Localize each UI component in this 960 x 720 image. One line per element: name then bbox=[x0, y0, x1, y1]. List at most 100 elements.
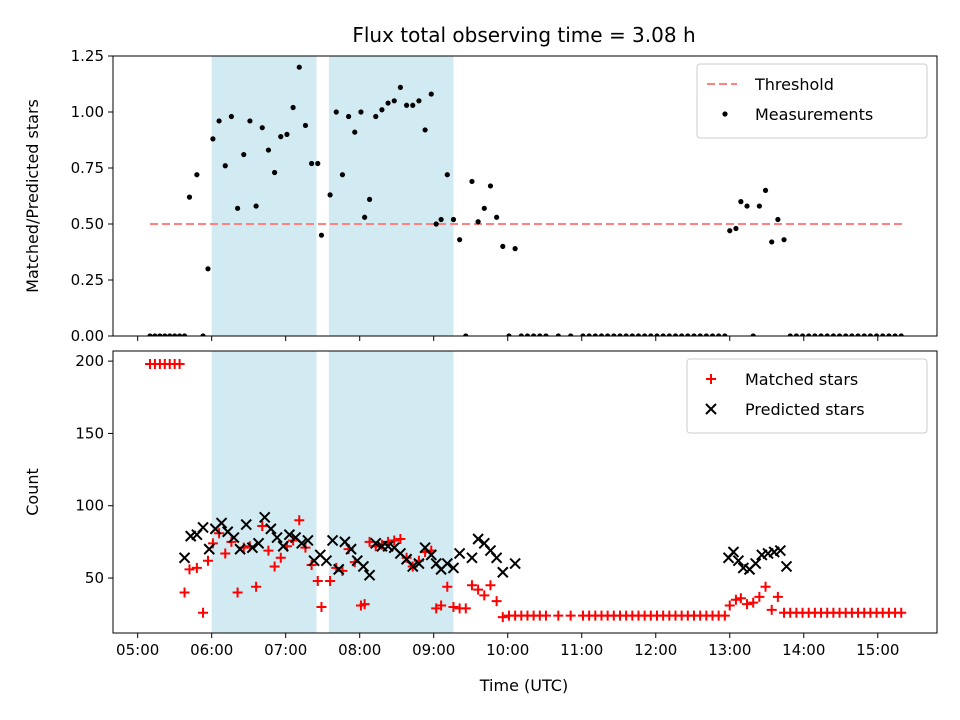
legend-box bbox=[686, 358, 928, 434]
data-point bbox=[220, 548, 231, 559]
data-point bbox=[203, 543, 215, 555]
data-point bbox=[252, 537, 265, 550]
data-point bbox=[580, 333, 586, 336]
data-point bbox=[316, 601, 327, 612]
data-point bbox=[425, 549, 437, 561]
y-tick-label: 200 bbox=[75, 352, 104, 370]
x-tick-label: 13:00 bbox=[708, 641, 751, 659]
data-point bbox=[491, 596, 502, 607]
plot-area bbox=[147, 64, 904, 336]
panel-count: 50 100 150 200 05:00 06:00 07:00 08:00 09:00 10:0… bbox=[23, 350, 938, 659]
data-point bbox=[385, 100, 391, 106]
data-point bbox=[215, 517, 228, 529]
data-point bbox=[339, 172, 346, 178]
plot-area bbox=[145, 359, 907, 623]
legend: Matched stars Predicted stars bbox=[686, 358, 928, 434]
x-tick-label: 11:00 bbox=[560, 641, 603, 659]
data-point bbox=[265, 147, 272, 153]
data-point bbox=[362, 214, 368, 220]
data-point bbox=[892, 333, 898, 336]
data-point bbox=[147, 333, 153, 336]
data-point bbox=[781, 237, 787, 243]
y-tick-label: 0.50 bbox=[71, 215, 104, 233]
data-point bbox=[623, 333, 629, 336]
data-point bbox=[205, 266, 211, 272]
y-tick-label: 0.75 bbox=[71, 159, 104, 177]
data-point bbox=[861, 333, 867, 336]
data-point bbox=[749, 557, 762, 570]
data-point bbox=[251, 581, 262, 592]
data-point bbox=[391, 98, 397, 104]
data-point bbox=[172, 333, 178, 336]
data-point bbox=[774, 544, 787, 557]
data-point bbox=[253, 203, 259, 209]
data-point bbox=[448, 601, 459, 612]
data-point bbox=[294, 515, 305, 526]
data-point bbox=[202, 555, 213, 566]
data-point bbox=[416, 98, 422, 104]
data-point bbox=[744, 203, 750, 209]
data-point bbox=[278, 134, 284, 140]
data-point bbox=[775, 216, 781, 223]
data-point bbox=[181, 333, 188, 336]
data-point bbox=[733, 225, 739, 232]
data-point bbox=[793, 333, 799, 336]
data-point bbox=[481, 205, 487, 211]
data-point bbox=[428, 91, 434, 97]
data-point bbox=[403, 102, 410, 108]
data-point bbox=[730, 594, 741, 605]
data-point bbox=[518, 333, 524, 336]
data-point bbox=[453, 547, 466, 560]
x-tick-label: 06:00 bbox=[190, 641, 233, 659]
data-point bbox=[553, 610, 564, 621]
data-point bbox=[296, 537, 308, 550]
data-point bbox=[769, 239, 775, 245]
x-tick-label: 14:00 bbox=[782, 641, 825, 659]
data-point bbox=[568, 333, 574, 336]
data-point bbox=[247, 118, 253, 124]
data-point bbox=[531, 333, 537, 336]
legend-x-marker bbox=[705, 403, 717, 415]
data-point bbox=[787, 333, 793, 336]
data-point bbox=[186, 194, 193, 200]
y-tick-label: 0.00 bbox=[71, 327, 104, 345]
data-point bbox=[234, 543, 246, 555]
data-point bbox=[277, 540, 289, 552]
legend: Threshold Measurements bbox=[696, 63, 928, 139]
data-point bbox=[742, 599, 753, 610]
data-point bbox=[750, 333, 756, 336]
data-point bbox=[660, 333, 666, 336]
y-axis-label: Count bbox=[23, 468, 42, 516]
data-point bbox=[436, 600, 447, 611]
data-point bbox=[760, 581, 771, 592]
data-point bbox=[849, 333, 855, 336]
data-point bbox=[867, 333, 873, 336]
data-point bbox=[469, 178, 475, 185]
x-tick-label: 10:00 bbox=[486, 641, 529, 659]
chart-title: Flux total observing time = 3.08 h bbox=[352, 23, 695, 47]
data-point bbox=[410, 102, 416, 108]
legend-label: Predicted stars bbox=[745, 400, 865, 419]
data-point bbox=[241, 151, 247, 158]
data-point bbox=[315, 160, 321, 167]
data-point bbox=[357, 560, 370, 573]
data-point bbox=[709, 333, 716, 336]
data-point bbox=[898, 333, 904, 336]
data-point bbox=[748, 597, 759, 608]
series-predicted-stars bbox=[178, 511, 793, 581]
data-point bbox=[475, 219, 481, 225]
data-point bbox=[722, 333, 728, 336]
y-tick-label: 1.00 bbox=[71, 103, 104, 121]
observing-interval bbox=[211, 56, 317, 336]
data-point bbox=[226, 536, 237, 547]
data-point bbox=[490, 552, 503, 564]
data-point bbox=[333, 563, 345, 576]
data-point bbox=[174, 359, 185, 370]
data-point bbox=[460, 603, 471, 614]
data-point bbox=[555, 333, 561, 336]
data-point bbox=[263, 545, 274, 556]
axes-frame bbox=[112, 350, 938, 634]
data-point bbox=[724, 600, 735, 611]
data-point bbox=[799, 333, 806, 336]
x-tick-label: 08:00 bbox=[338, 641, 381, 659]
